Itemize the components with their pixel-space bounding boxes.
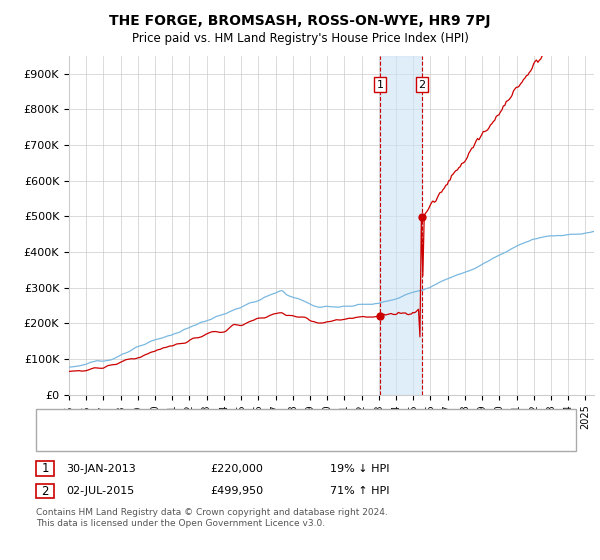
Text: THE FORGE, BROMSASH, ROSS-ON-WYE, HR9 7PJ (detached house): THE FORGE, BROMSASH, ROSS-ON-WYE, HR9 7P… <box>87 416 437 426</box>
Text: Price paid vs. HM Land Registry's House Price Index (HPI): Price paid vs. HM Land Registry's House … <box>131 32 469 45</box>
Text: £499,950: £499,950 <box>210 486 263 496</box>
Text: 1: 1 <box>41 462 49 475</box>
Text: £220,000: £220,000 <box>210 464 263 474</box>
Text: 1: 1 <box>377 80 384 90</box>
Text: 19% ↓ HPI: 19% ↓ HPI <box>330 464 389 474</box>
Text: 2: 2 <box>418 80 425 90</box>
Text: Contains HM Land Registry data © Crown copyright and database right 2024.
This d: Contains HM Land Registry data © Crown c… <box>36 508 388 528</box>
Text: 02-JUL-2015: 02-JUL-2015 <box>66 486 134 496</box>
Text: HPI: Average price, detached house, Herefordshire: HPI: Average price, detached house, Here… <box>87 435 351 445</box>
Bar <box>380 56 422 395</box>
Text: 30-JAN-2013: 30-JAN-2013 <box>66 464 136 474</box>
Text: THE FORGE, BROMSASH, ROSS-ON-WYE, HR9 7PJ: THE FORGE, BROMSASH, ROSS-ON-WYE, HR9 7P… <box>109 14 491 28</box>
Text: 71% ↑ HPI: 71% ↑ HPI <box>330 486 389 496</box>
Text: 2: 2 <box>41 484 49 498</box>
